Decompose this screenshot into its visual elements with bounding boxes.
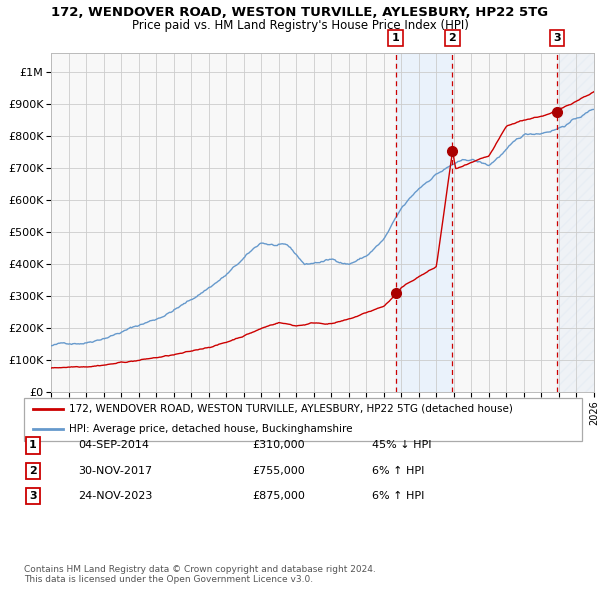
Text: Contains HM Land Registry data © Crown copyright and database right 2024.
This d: Contains HM Land Registry data © Crown c… xyxy=(24,565,376,584)
Text: 30-NOV-2017: 30-NOV-2017 xyxy=(78,466,152,476)
Text: Price paid vs. HM Land Registry's House Price Index (HPI): Price paid vs. HM Land Registry's House … xyxy=(131,19,469,32)
Text: 04-SEP-2014: 04-SEP-2014 xyxy=(78,441,149,450)
Text: £875,000: £875,000 xyxy=(252,491,305,501)
Text: 2: 2 xyxy=(29,466,37,476)
Bar xyxy=(557,53,594,392)
Text: £755,000: £755,000 xyxy=(252,466,305,476)
Text: £310,000: £310,000 xyxy=(252,441,305,450)
Text: 6% ↑ HPI: 6% ↑ HPI xyxy=(372,466,424,476)
Text: 6% ↑ HPI: 6% ↑ HPI xyxy=(372,491,424,501)
Text: 3: 3 xyxy=(29,491,37,501)
Text: 1: 1 xyxy=(392,33,400,43)
Text: 3: 3 xyxy=(553,33,561,43)
Text: 24-NOV-2023: 24-NOV-2023 xyxy=(78,491,152,501)
Text: 1: 1 xyxy=(29,441,37,450)
Bar xyxy=(395,53,452,392)
Text: HPI: Average price, detached house, Buckinghamshire: HPI: Average price, detached house, Buck… xyxy=(69,424,353,434)
Text: 172, WENDOVER ROAD, WESTON TURVILLE, AYLESBURY, HP22 5TG: 172, WENDOVER ROAD, WESTON TURVILLE, AYL… xyxy=(52,6,548,19)
Text: 2: 2 xyxy=(449,33,457,43)
Text: 172, WENDOVER ROAD, WESTON TURVILLE, AYLESBURY, HP22 5TG (detached house): 172, WENDOVER ROAD, WESTON TURVILLE, AYL… xyxy=(69,404,513,414)
Text: 45% ↓ HPI: 45% ↓ HPI xyxy=(372,441,431,450)
